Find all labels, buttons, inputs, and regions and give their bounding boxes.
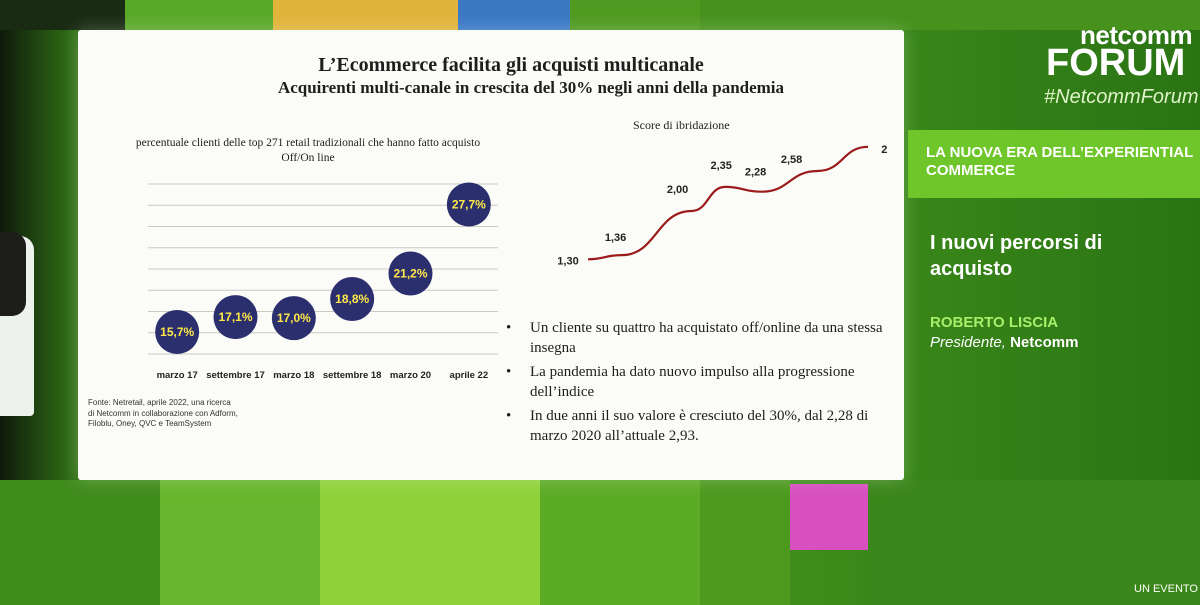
event-title-box: LA NUOVA ERA DELL’EXPERIENTIAL COMMERCE bbox=[908, 130, 1200, 198]
bullet-item: La pandemia ha dato nuovo impulso alla p… bbox=[504, 362, 884, 402]
speaker-role: Presidente, Netcomm bbox=[930, 334, 1078, 351]
line-chart-title: Score di ibridazione bbox=[633, 118, 730, 132]
person-head bbox=[0, 232, 26, 316]
brand-name: netcomm bbox=[1080, 20, 1193, 50]
talk-title: I nuovi percorsi di acquisto bbox=[930, 232, 1103, 280]
brand-event: FORUM bbox=[1046, 42, 1186, 84]
data-point bbox=[271, 296, 316, 341]
data-label: 15,7% bbox=[160, 325, 194, 339]
data-label: 2,93 bbox=[881, 144, 888, 156]
speaker-role-text: Presidente, bbox=[930, 334, 1006, 351]
stage-lower-blocks bbox=[0, 480, 1200, 605]
data-point bbox=[330, 277, 375, 321]
bullet-item: Un cliente su quattro ha acquistato off/… bbox=[504, 318, 884, 358]
dot-chart-title: percentuale clienti delle top 271 retail… bbox=[135, 137, 481, 164]
data-label: 17,0% bbox=[277, 311, 311, 325]
data-label: 2,35 bbox=[710, 160, 731, 172]
bullet-list: Un cliente su quattro ha acquistato off/… bbox=[504, 318, 884, 450]
top-color-stripes bbox=[0, 0, 1200, 30]
dot-chart: 15,7% marzo 17 17,1% settembre 17 17,0% marzo… bbox=[148, 182, 498, 381]
data-label: 1,36 bbox=[605, 232, 626, 244]
bullet-item: In due anni il suo valore è cresciuto de… bbox=[504, 406, 884, 446]
data-label: 17,1% bbox=[218, 310, 252, 324]
series-line bbox=[587, 145, 869, 261]
data-label: 2,58 bbox=[781, 154, 802, 166]
speaker-org: Netcomm bbox=[1010, 334, 1079, 351]
x-tick-label: settembre 17 bbox=[206, 370, 265, 381]
source-note: Fonte: Netretail, aprile 2022, una ricer… bbox=[88, 398, 238, 428]
data-label: 2,28 bbox=[745, 167, 766, 179]
x-tick-label: marzo 18 bbox=[273, 370, 314, 381]
data-point bbox=[213, 295, 258, 340]
x-tick-label: marzo 20 bbox=[390, 370, 431, 381]
x-tick-label: aprile 22 bbox=[450, 370, 489, 381]
x-tick-label: marzo 17 bbox=[157, 370, 198, 381]
data-point bbox=[446, 182, 491, 227]
event-title: LA NUOVA ERA DELL’EXPERIENTIAL COMMERCE bbox=[926, 144, 1193, 179]
speaker-name: ROBERTO LISCIA bbox=[930, 314, 1059, 331]
slide-title: L’Ecommerce facilita gli acquisti multic… bbox=[318, 54, 704, 76]
data-point bbox=[388, 251, 433, 296]
x-tick-label: settembre 18 bbox=[323, 370, 382, 381]
data-point bbox=[155, 309, 200, 354]
event-footer: UN EVENTO bbox=[1134, 583, 1198, 595]
data-label: 21,2% bbox=[393, 267, 427, 281]
presentation-slide: L’Ecommerce facilita gli acquisti multic… bbox=[78, 30, 904, 480]
data-label: 1,30 bbox=[557, 255, 578, 267]
data-label: 27,7% bbox=[452, 197, 486, 211]
slide-subtitle: Acquirenti multi-canale in crescita del … bbox=[277, 78, 785, 97]
brand-hashtag: #NetcommForum bbox=[1044, 86, 1199, 108]
line-chart: 1,301,362,002,352,282,582,93mar-16mar-18… bbox=[557, 144, 888, 267]
data-label: 2,00 bbox=[667, 184, 688, 196]
data-label: 18,8% bbox=[335, 292, 369, 306]
